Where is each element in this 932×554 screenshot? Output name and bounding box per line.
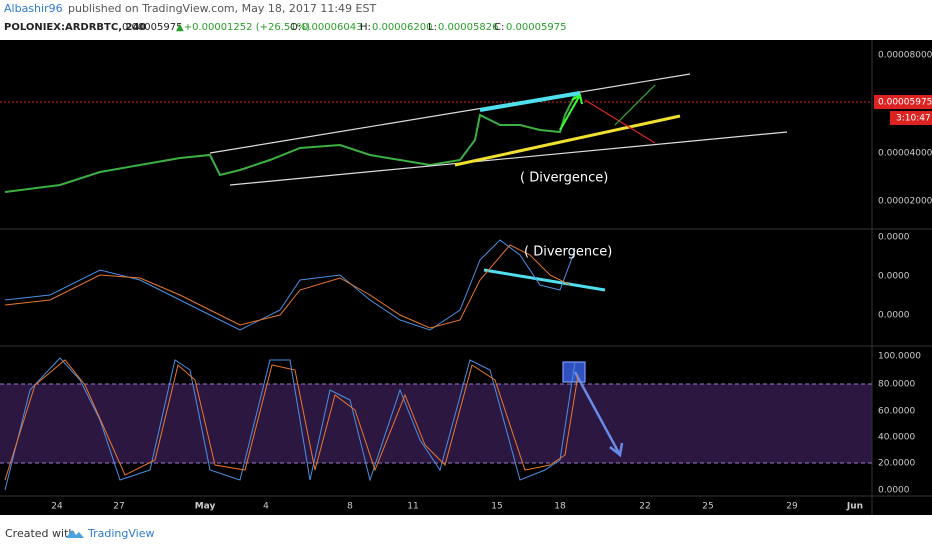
time-tick: 29 (786, 502, 798, 512)
price-axis: 0.00008000 0.00004000 0.00002000 (878, 51, 932, 207)
price-series (4, 93, 581, 193)
published: published on TradingView.com, May 18, 20… (68, 2, 376, 15)
price-marker-bg (874, 95, 932, 109)
stoch-levels (0, 383, 872, 464)
channel-bottom (229, 131, 788, 186)
footer-logo (66, 530, 84, 538)
legend: POLONIEX:ARDRBTC, 240 0.00005975 ▲+0.000… (4, 22, 566, 33)
stoch-band (0, 384, 872, 463)
macd-line (4, 239, 576, 331)
macd-tick: 0.0000 (878, 272, 910, 282)
change: ▲+0.00001252 (+26.51%) (176, 22, 310, 33)
stoch-tick: 60.0000 (878, 407, 915, 417)
open: 0.00006043 (302, 22, 362, 33)
price-tick: 0.00002000 (878, 197, 932, 207)
stoch-tick: 80.0000 (878, 380, 915, 390)
time-tick: 15 (491, 502, 502, 512)
high: 0.00006200 (372, 22, 432, 33)
time-tick: 25 (702, 502, 713, 512)
drawings (209, 73, 788, 458)
stoch-tick: 0.0000 (878, 486, 910, 496)
stoch-box (562, 361, 586, 383)
stoch-tick: 40.0000 (878, 433, 915, 443)
macd-tick: 0.0000 (878, 233, 910, 243)
price-tick: 0.00004000 (878, 149, 932, 159)
stoch-tick: 20.0000 (878, 459, 915, 469)
green-arrow (559, 93, 583, 131)
channel-top (209, 73, 691, 154)
yellow-line (454, 114, 681, 167)
stoch-k (4, 357, 576, 491)
last: 0.00005975 (122, 22, 182, 33)
time-tick: 22 (639, 502, 650, 512)
close-label: C: (494, 22, 504, 33)
stoch-tick: 100.0000 (878, 352, 921, 362)
time-tick: May (195, 502, 216, 512)
time-tick: 8 (347, 502, 353, 512)
author[interactable]: Albashir96 (4, 2, 63, 15)
time-tick: 4 (263, 502, 269, 512)
macd-line-drawing (483, 268, 606, 292)
price-marker: 0.00005975 (878, 98, 932, 108)
stoch-axis: 100.0000 80.0000 60.0000 40.0000 20.0000… (878, 352, 921, 496)
stoch-d (4, 359, 579, 481)
low: 0.00005826 (438, 22, 498, 33)
macd-axis: 0.0000 0.0000 0.0000 (878, 233, 910, 321)
time-axis: 24 27 May 4 8 11 15 18 22 25 29 Jun (51, 502, 863, 512)
time-tick: Jun (846, 502, 863, 512)
countdown-bg (890, 111, 932, 125)
price-tick: 0.00008000 (878, 51, 932, 61)
time-tick: 18 (554, 502, 566, 512)
cyan-line (479, 91, 581, 112)
macd-tick: 0.0000 (878, 311, 910, 321)
symbol: POLONIEX:ARDRBTC, 240 (4, 22, 146, 33)
low-label: L: (428, 22, 437, 33)
high-label: H: (360, 22, 371, 33)
time-tick: 24 (51, 502, 63, 512)
signal-line (4, 244, 571, 329)
annotation: ( Divergence) (524, 245, 612, 260)
green-arrow-small (614, 84, 656, 126)
open-label: O: (290, 22, 301, 33)
time-tick: 11 (407, 502, 418, 512)
close: 0.00005975 (506, 22, 566, 33)
countdown: 3:10:47 (896, 114, 931, 124)
footer-created: Created with (5, 527, 75, 540)
red-arrow (584, 99, 656, 144)
stoch-arrow (573, 371, 624, 458)
footer-brand[interactable]: TradingView (87, 527, 154, 540)
annotation: ( Divergence) (520, 171, 608, 186)
time-tick: 27 (113, 502, 124, 512)
panel-separators (0, 40, 932, 515)
